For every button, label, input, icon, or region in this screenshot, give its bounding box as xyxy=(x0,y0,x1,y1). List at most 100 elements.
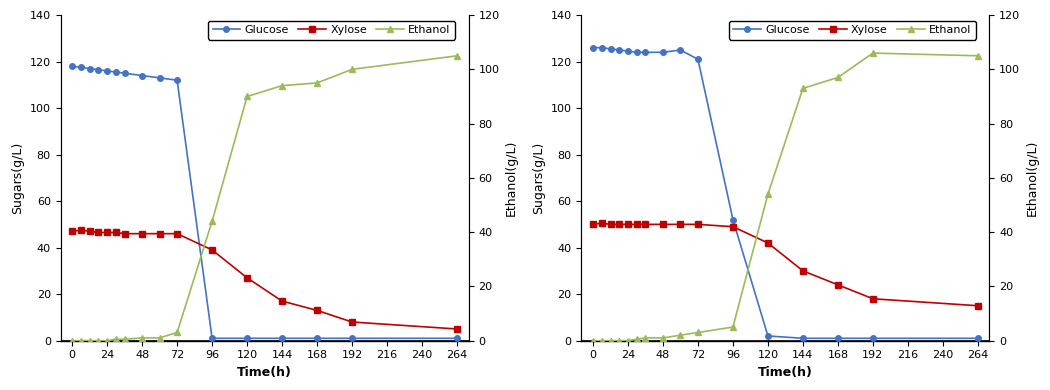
Glucose xyxy=(630,50,643,55)
Legend: Glucose, Xylose, Ethanol: Glucose, Xylose, Ethanol xyxy=(729,21,975,39)
Ethanol xyxy=(153,335,166,340)
Glucose xyxy=(450,336,463,340)
Glucose xyxy=(101,69,113,73)
Xylose xyxy=(450,327,463,332)
Xylose xyxy=(171,231,184,236)
Ethanol xyxy=(630,337,643,342)
Xylose xyxy=(101,230,113,235)
Glucose xyxy=(171,78,184,83)
Ethanol xyxy=(171,330,184,335)
Ethanol xyxy=(450,53,463,58)
Ethanol xyxy=(832,75,844,80)
Ethanol xyxy=(761,192,774,197)
Glucose xyxy=(311,336,323,340)
Line: Glucose: Glucose xyxy=(590,45,981,341)
Xylose xyxy=(153,231,166,236)
Ethanol xyxy=(692,330,705,335)
Ethanol xyxy=(206,219,218,223)
Glucose xyxy=(345,336,358,340)
Glucose xyxy=(656,50,669,55)
Glucose xyxy=(276,336,289,340)
Xylose xyxy=(83,229,96,234)
Xylose xyxy=(345,320,358,324)
Xylose xyxy=(866,296,879,301)
Glucose xyxy=(604,46,616,51)
Ethanol xyxy=(101,338,113,343)
Xylose xyxy=(75,228,87,232)
Glucose xyxy=(866,336,879,340)
Xylose xyxy=(639,222,652,227)
Ethanol xyxy=(109,337,122,342)
Line: Ethanol: Ethanol xyxy=(69,53,460,343)
Glucose xyxy=(587,45,600,50)
Glucose xyxy=(135,73,148,78)
Glucose xyxy=(797,336,810,340)
Glucose xyxy=(674,48,687,52)
Glucose xyxy=(206,336,218,340)
Glucose xyxy=(153,76,166,80)
X-axis label: Time(h): Time(h) xyxy=(758,366,813,379)
Ethanol xyxy=(345,67,358,72)
Ethanol xyxy=(276,83,289,88)
Ethanol xyxy=(83,338,96,343)
Xylose xyxy=(797,269,810,273)
Xylose xyxy=(832,282,844,287)
Xylose xyxy=(311,308,323,313)
Xylose xyxy=(109,230,122,235)
Glucose xyxy=(639,50,652,55)
Line: Xylose: Xylose xyxy=(69,227,460,332)
X-axis label: Time(h): Time(h) xyxy=(237,366,292,379)
Xylose xyxy=(727,224,739,229)
Ethanol xyxy=(92,338,105,343)
Ethanol xyxy=(75,338,87,343)
Glucose xyxy=(119,71,131,76)
Xylose xyxy=(119,231,131,236)
Glucose xyxy=(832,336,844,340)
Glucose xyxy=(971,336,984,340)
Xylose xyxy=(587,222,600,227)
Line: Ethanol: Ethanol xyxy=(590,50,981,343)
Xylose xyxy=(692,222,705,227)
Y-axis label: Sugars(g/L): Sugars(g/L) xyxy=(12,142,24,214)
Xylose xyxy=(276,299,289,303)
Xylose xyxy=(595,221,608,225)
Xylose xyxy=(761,241,774,245)
Xylose xyxy=(971,303,984,308)
Ethanol xyxy=(604,338,616,343)
Ethanol xyxy=(622,338,634,343)
Ethanol xyxy=(66,338,79,343)
Line: Xylose: Xylose xyxy=(590,220,981,308)
Ethanol xyxy=(119,337,131,342)
Xylose xyxy=(66,229,79,234)
Ethanol xyxy=(240,94,253,99)
Ethanol xyxy=(674,333,687,337)
Xylose xyxy=(622,222,634,227)
Glucose xyxy=(692,57,705,62)
Y-axis label: Ethanol(g/L): Ethanol(g/L) xyxy=(1026,140,1038,216)
Glucose xyxy=(75,65,87,70)
Glucose xyxy=(240,336,253,340)
Xylose xyxy=(674,222,687,227)
Ethanol xyxy=(797,86,810,91)
Glucose xyxy=(613,48,626,52)
Ethanol xyxy=(866,51,879,55)
Xylose xyxy=(656,222,669,227)
Ethanol xyxy=(311,81,323,85)
Y-axis label: Ethanol(g/L): Ethanol(g/L) xyxy=(505,140,518,216)
Glucose xyxy=(727,217,739,222)
Xylose xyxy=(613,222,626,227)
Ethanol xyxy=(656,335,669,340)
Xylose xyxy=(92,230,105,235)
Xylose xyxy=(604,222,616,227)
Y-axis label: Sugars(g/L): Sugars(g/L) xyxy=(532,142,545,214)
Line: Glucose: Glucose xyxy=(69,64,460,341)
Ethanol xyxy=(971,53,984,58)
Glucose xyxy=(595,45,608,50)
Ethanol xyxy=(587,338,600,343)
Glucose xyxy=(83,66,96,71)
Glucose xyxy=(109,70,122,74)
Xylose xyxy=(240,275,253,280)
Glucose xyxy=(761,333,774,338)
Ethanol xyxy=(595,338,608,343)
Ethanol xyxy=(639,335,652,340)
